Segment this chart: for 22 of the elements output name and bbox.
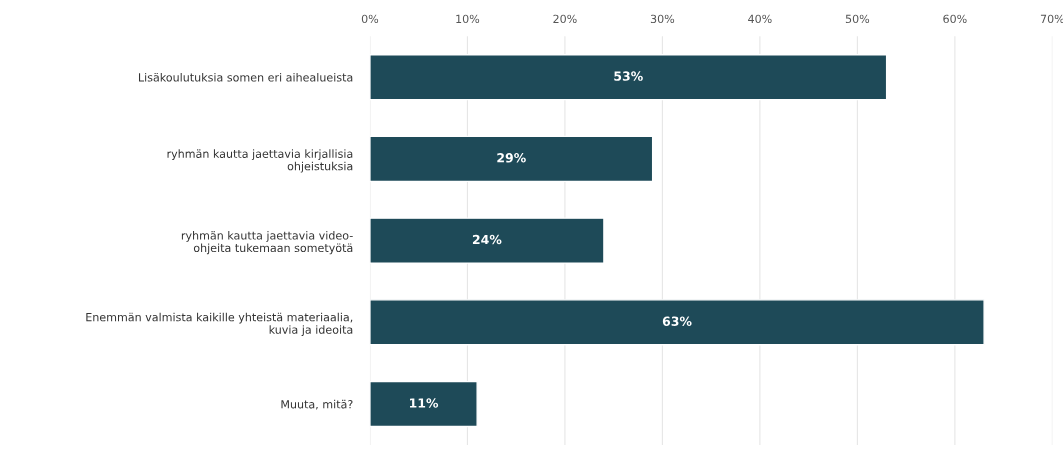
- data-label: 29%: [497, 153, 526, 163]
- data-label: 63%: [662, 316, 692, 326]
- bar: [369, 54, 888, 101]
- y-tick-label: ryhmän kautta jaettavia video- ohjeita tukemaan sometyötä: [181, 231, 353, 255]
- data-label: 11%: [409, 398, 439, 408]
- x-tick-label: 60%: [943, 14, 967, 24]
- y-tick-label: Muuta, mitä?: [281, 399, 353, 410]
- x-tick-label: 0%: [361, 14, 379, 24]
- data-label: 24%: [472, 234, 502, 245]
- y-tick-label: Lisäkoulutuksia somen eri aihealueista: [139, 72, 353, 82]
- x-tick-label: 50%: [845, 14, 870, 24]
- x-tick-label: 30%: [650, 14, 675, 24]
- y-tick-label: Enemmän valmista kaikille yhteistä materiaalia, kuvia ja ideoita: [86, 312, 353, 336]
- bar: [369, 135, 654, 183]
- x-tick-label: 10%: [456, 14, 480, 24]
- x-tick-label: 40%: [748, 14, 772, 24]
- bar: [369, 299, 985, 346]
- data-label: 53%: [614, 71, 643, 81]
- bar: [369, 380, 478, 428]
- x-tick-label: 20%: [553, 14, 577, 24]
- bar: [369, 217, 605, 264]
- y-tick-label: ryhmän kautta jaettavia kirjallisia ohjeistuksia: [167, 149, 353, 173]
